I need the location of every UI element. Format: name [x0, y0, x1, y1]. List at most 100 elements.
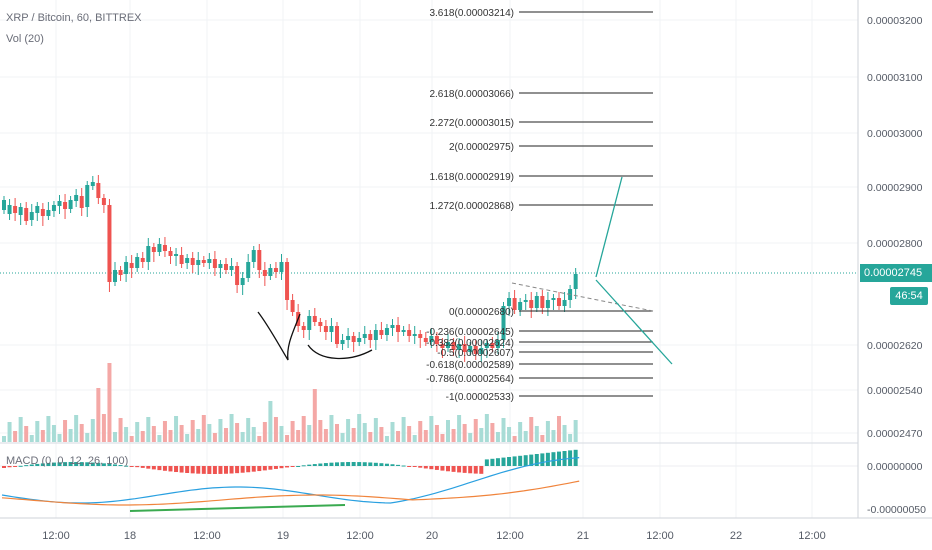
- candle-body: [346, 336, 351, 340]
- candle-body: [85, 185, 90, 207]
- candle-body: [490, 343, 495, 348]
- fib-level-label: -0.786(0.00002564): [426, 374, 514, 385]
- volume-bar: [551, 430, 556, 442]
- volume-title[interactable]: Vol (20): [6, 33, 44, 45]
- candle-body: [373, 330, 378, 340]
- volume-bar: [63, 420, 68, 442]
- macd-histogram-bar: [168, 466, 173, 472]
- volume-bar: [379, 427, 384, 442]
- candle-body: [379, 330, 384, 335]
- volume-bar: [157, 435, 162, 442]
- candle-body: [79, 196, 84, 208]
- volume-bar: [135, 422, 140, 442]
- volume-bar: [568, 434, 573, 442]
- fibonacci-extension[interactable]: 3.618(0.00003214) 2.618(0.00003066) 2.272(…: [426, 8, 654, 403]
- macd-histogram-bar: [13, 466, 18, 467]
- time-axis[interactable]: 12:00 18 12:00 19 12:00 20 12:00 21 12:00 22 12:00: [0, 517, 932, 542]
- price-tick-label: 0.00002900: [867, 182, 923, 194]
- candle-body: [518, 302, 523, 310]
- time-tick-label: 12:00: [646, 530, 674, 542]
- candle-body: [290, 300, 295, 312]
- candle-body: [40, 209, 45, 216]
- candle-body: [512, 298, 517, 310]
- fib-level-label: 2(0.00002975): [449, 142, 514, 153]
- candle-body: [318, 322, 323, 326]
- volume-bar: [523, 431, 528, 442]
- volume-bar: [196, 429, 201, 442]
- macd-histogram-bar: [174, 466, 179, 473]
- volume-bar: [479, 428, 484, 442]
- symbol-title[interactable]: XRP / Bitcoin, 60, BITTREX: [6, 12, 142, 24]
- volume-bar: [335, 424, 339, 442]
- macd-histogram-bar: [307, 464, 312, 466]
- volume-bar: [557, 416, 561, 442]
- volume-bar: [235, 423, 240, 442]
- price-tick-label: 0.00003200: [867, 15, 923, 27]
- volume-bar: [534, 426, 539, 442]
- macd-histogram-bar: [451, 466, 456, 472]
- macd-histogram-bar: [74, 462, 79, 466]
- volume-bar: [118, 418, 123, 442]
- candle-body: [329, 326, 334, 332]
- volume-bar: [129, 436, 134, 442]
- volume-bar: [434, 425, 439, 442]
- volume-bar: [168, 430, 173, 442]
- macd-histogram-bar: [63, 462, 68, 466]
- user-drawings[interactable]: [257, 176, 673, 365]
- volume-bar: [507, 427, 512, 442]
- candle-body: [412, 334, 417, 336]
- candle-body: [479, 348, 484, 354]
- volume-bar: [140, 431, 145, 442]
- macd-histogram-bar: [129, 466, 134, 467]
- signal-line: [1, 480, 580, 506]
- fib-level-label: -1(0.00002533): [446, 392, 514, 403]
- macd-histogram-bar: [196, 466, 201, 474]
- macd-histogram-bar: [107, 463, 112, 466]
- volume-bar: [457, 415, 462, 442]
- price-tick-label: 0.00002540: [867, 385, 923, 397]
- candle-body: [429, 336, 434, 342]
- macd-histogram-bar: [440, 466, 445, 471]
- macd-histogram-bar: [379, 463, 384, 466]
- time-tick-label: 12:00: [193, 530, 221, 542]
- volume-bar: [296, 430, 301, 442]
- candle-body: [168, 251, 173, 256]
- candle-body: [51, 205, 56, 211]
- volume-bar: [124, 427, 129, 442]
- candle-body: [451, 342, 456, 350]
- macd-histogram-bar: [85, 462, 90, 466]
- candle-body: [146, 246, 151, 262]
- macd-histogram-bar: [24, 465, 29, 467]
- macd-histogram-bar: [495, 458, 500, 466]
- volume-bar: [373, 418, 378, 442]
- volume-bar: [146, 417, 151, 442]
- volume-bar: [318, 420, 323, 442]
- macd-histogram-bar: [357, 462, 362, 466]
- candle-body: [162, 245, 167, 251]
- macd-histogram-bar: [40, 463, 45, 466]
- macd-histogram-bar: [312, 464, 317, 466]
- macd-histogram-bar: [146, 466, 151, 469]
- volume-bar: [368, 432, 373, 442]
- volume-bar: [501, 418, 506, 442]
- price-axis[interactable]: 0.00003200 0.00003100 0.00003000 0.00002900…: [857, 0, 926, 518]
- volume-bar: [446, 420, 450, 442]
- candle-body: [418, 334, 423, 338]
- volume-bar: [218, 419, 223, 442]
- candle-body: [540, 296, 545, 308]
- macd-histogram-bar: [51, 462, 56, 466]
- bar-countdown-tag: 46:54: [890, 287, 928, 305]
- macd-title[interactable]: MACD (0, 0, 12, 26, 100): [6, 455, 129, 467]
- candle-body: [196, 260, 201, 265]
- macd-line: [1, 457, 580, 504]
- price-tick-label: 0.00002620: [867, 340, 923, 352]
- volume-bar: [462, 424, 467, 442]
- candle-body: [246, 262, 251, 278]
- macd-histogram-bar: [218, 466, 223, 474]
- macd-histogram-bar: [68, 462, 73, 466]
- volume-bar: [307, 425, 312, 442]
- candle-body: [179, 255, 184, 264]
- time-tick-label: 12:00: [496, 530, 524, 542]
- volume-bar: [540, 435, 545, 442]
- macd-histogram-bar: [540, 453, 545, 466]
